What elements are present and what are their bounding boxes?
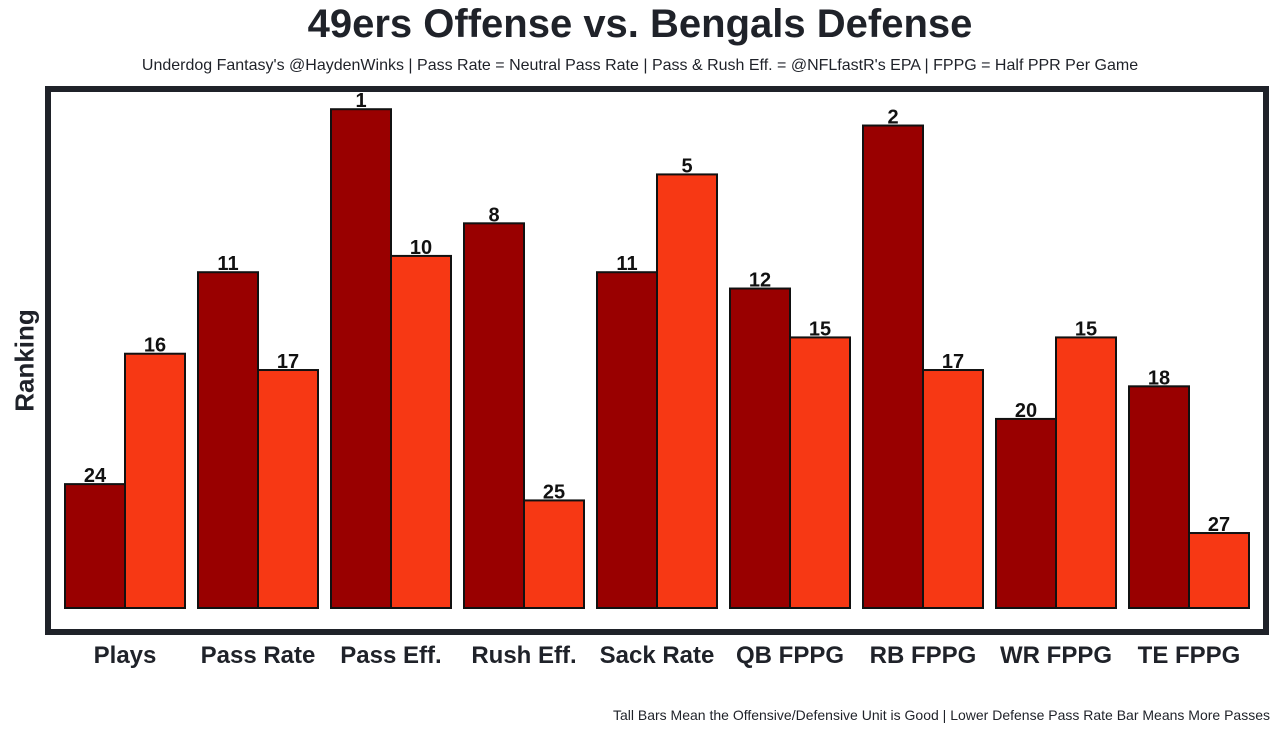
bar: [862, 124, 924, 610]
bar: [1055, 336, 1117, 609]
x-tick-label: Rush Eff.: [471, 642, 576, 669]
bar: [596, 271, 658, 609]
x-tick-label: TE FPPG: [1138, 642, 1241, 669]
x-tick-label: WR FPPG: [1000, 642, 1112, 669]
data-label: 27: [1208, 514, 1230, 536]
data-label: 11: [616, 253, 637, 275]
plot-frame: [45, 86, 1269, 635]
data-label: 1: [355, 90, 366, 112]
bar: [1188, 532, 1250, 610]
data-label: 15: [1075, 318, 1097, 340]
data-label: 8: [488, 204, 499, 226]
bar: [390, 254, 452, 609]
x-tick-label: Pass Eff.: [340, 642, 441, 669]
bar: [64, 483, 126, 609]
data-label: 5: [681, 155, 692, 177]
data-label: 15: [809, 318, 831, 340]
x-tick-label: Sack Rate: [600, 642, 715, 669]
data-label: 17: [942, 351, 964, 373]
bar: [789, 336, 851, 609]
bar: [523, 499, 585, 610]
bar: [257, 369, 319, 609]
bar: [995, 417, 1057, 610]
chart-caption: Tall Bars Mean the Offensive/Defensive U…: [612, 707, 1270, 723]
chart-subtitle: Underdog Fantasy's @HaydenWinks | Pass R…: [141, 57, 1139, 74]
x-tick-label: RB FPPG: [870, 642, 977, 669]
data-label: 25: [543, 481, 565, 503]
x-tick-label: Pass Rate: [201, 642, 316, 669]
data-label: 18: [1148, 367, 1170, 389]
bar: [124, 352, 186, 609]
bar: [729, 287, 791, 609]
data-label: 10: [410, 237, 432, 259]
data-label: 11: [217, 253, 238, 275]
x-tick-label: Plays: [94, 642, 157, 669]
data-label: 16: [144, 335, 166, 357]
bar: [463, 222, 525, 609]
bar: [330, 108, 392, 609]
bar: [197, 271, 259, 609]
data-label: 2: [887, 107, 898, 129]
bar: [922, 369, 984, 609]
data-label: 12: [749, 270, 771, 292]
chart-title: 49ers Offense vs. Bengals Defense: [307, 2, 973, 46]
x-tick-label: QB FPPG: [736, 642, 844, 669]
data-label: 20: [1015, 400, 1037, 422]
data-label: 17: [277, 351, 299, 373]
bar: [1128, 385, 1190, 609]
bar: [656, 173, 718, 609]
data-label: 24: [84, 465, 107, 487]
